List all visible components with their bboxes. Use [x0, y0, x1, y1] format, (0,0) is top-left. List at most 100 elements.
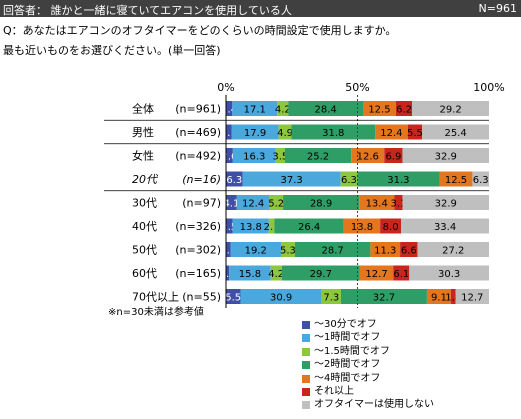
bar-segment: [226, 171, 243, 187]
data-label: 3.1: [390, 199, 406, 210]
bar-segment: [426, 289, 451, 304]
data-label: 5.2: [268, 199, 284, 210]
category-label: 男性: [132, 125, 154, 139]
bar-segment: [278, 124, 292, 140]
category-n-label: (n=55): [182, 291, 221, 304]
legend-swatch: [302, 401, 310, 410]
bar-segment: [288, 101, 364, 116]
legend-item: ～2時間でオフ: [302, 358, 434, 371]
data-label: 12.4: [380, 128, 402, 139]
data-label: 27.2: [442, 246, 464, 257]
bar-segment: [269, 195, 284, 210]
bar-segment: [231, 124, 279, 140]
legend-item: ～4時間でオフ: [302, 372, 434, 385]
bar-segment: [450, 289, 456, 304]
data-label: 2.6: [221, 152, 237, 163]
bar-segment: [472, 171, 489, 187]
data-label: 9.1: [431, 293, 447, 304]
bar-segment: [283, 195, 360, 210]
category-label: 女性: [132, 149, 154, 163]
x-tick-label: 100%: [473, 81, 504, 94]
respondent-label: 回答者： 誰かと一緒に寝ていてエアコンを使用している人: [3, 4, 292, 17]
data-label: 31.3: [387, 175, 409, 186]
data-label: 11.3: [374, 246, 396, 257]
data-label: 12.5: [445, 175, 467, 186]
data-label: 12.6: [357, 152, 379, 163]
bar-segment: [232, 148, 276, 163]
legend-item: オフタイマーは使用しない: [302, 398, 434, 411]
bar-segment: [226, 195, 237, 210]
x-tick-label: 50%: [345, 81, 369, 94]
data-label: 28.7: [322, 246, 344, 257]
category-n-label: (n=97): [182, 197, 221, 210]
data-label: 13.8: [351, 222, 373, 233]
category-label: 全体: [132, 102, 154, 116]
legend-swatch: [302, 374, 310, 383]
bar-segment: [384, 148, 403, 163]
legend-swatch: [302, 321, 310, 329]
legend-item: ～1.5時間でオフ: [302, 345, 434, 358]
bar-segment: [370, 242, 401, 257]
data-label: 30.9: [270, 293, 292, 304]
bar-segment: [351, 148, 385, 163]
data-label: 12.5: [368, 105, 390, 116]
legend-swatch: [302, 347, 310, 356]
data-label: 30.3: [438, 269, 460, 280]
bar-segment: [343, 218, 381, 234]
category-n-label: (n=302): [175, 244, 221, 257]
data-label: 5.5: [225, 293, 241, 304]
bar-segment: [236, 195, 270, 210]
chart-legend: ～30分でオフ ～1時間でオフ ～1.5時間でオフ ～2時間でオフ ～4時間でオフ それ以…: [302, 318, 434, 412]
data-label: 33.4: [434, 222, 456, 233]
data-label: 37.3: [280, 175, 302, 186]
bar-segment: [439, 171, 473, 187]
data-label: 13.4: [366, 199, 388, 210]
category-label: 50代: [132, 244, 157, 257]
data-label: 7.3: [323, 293, 339, 304]
bar-segment: [291, 124, 376, 140]
data-label: 17.1: [244, 105, 266, 116]
data-label: 32.9: [435, 152, 457, 163]
legend-item: ～30分でオフ: [302, 318, 434, 331]
legend-swatch: [302, 387, 310, 396]
bar-segment: [268, 218, 275, 234]
data-label: 2.1: [221, 128, 237, 139]
data-label: 26.4: [298, 222, 320, 233]
data-label: 4.9: [277, 128, 293, 139]
category-n-label: (n=492): [175, 150, 221, 163]
bar-segment: [422, 124, 489, 140]
bar-segment: [242, 171, 341, 187]
category-n-label: (n=165): [175, 267, 221, 280]
bar-segment: [417, 242, 489, 257]
legend-item: それ以上: [302, 385, 434, 398]
category-label: 60代: [132, 267, 157, 280]
bar-segment: [400, 242, 418, 257]
legend-label: ～1時間でオフ: [314, 332, 381, 344]
question-instruction: 最も近いものをお選びください。(単一回答): [3, 44, 221, 57]
bar-segment: [226, 124, 232, 140]
header-bar: 回答者： 誰かと一緒に寝ていてエアコンを使用している人 N=961: [0, 0, 521, 17]
bar-segment: [226, 218, 233, 234]
data-label: 6.6: [401, 246, 417, 257]
data-label: 25.4: [444, 128, 466, 139]
bar-segment: [409, 265, 489, 281]
bar-segment: [340, 171, 358, 187]
bar-segment: [230, 242, 281, 257]
bar-segment: [394, 195, 403, 210]
bar-segment: [284, 148, 352, 163]
data-label: 31.8: [322, 128, 344, 139]
data-label: 1.7: [220, 246, 236, 257]
data-label: 6.3: [473, 175, 489, 186]
category-n-label: (n=469): [175, 126, 221, 139]
data-label: 1.8: [445, 293, 461, 304]
data-label: 2.5: [221, 222, 237, 233]
legend-label: それ以上: [314, 385, 354, 397]
bar-segment: [226, 242, 231, 257]
data-label: 12.7: [461, 293, 483, 304]
bar-segment: [232, 101, 278, 116]
category-label: 30代: [132, 197, 157, 210]
category-n-label: (n=16): [182, 173, 221, 186]
data-label: 25.2: [307, 152, 329, 163]
bar-segment: [357, 171, 440, 187]
